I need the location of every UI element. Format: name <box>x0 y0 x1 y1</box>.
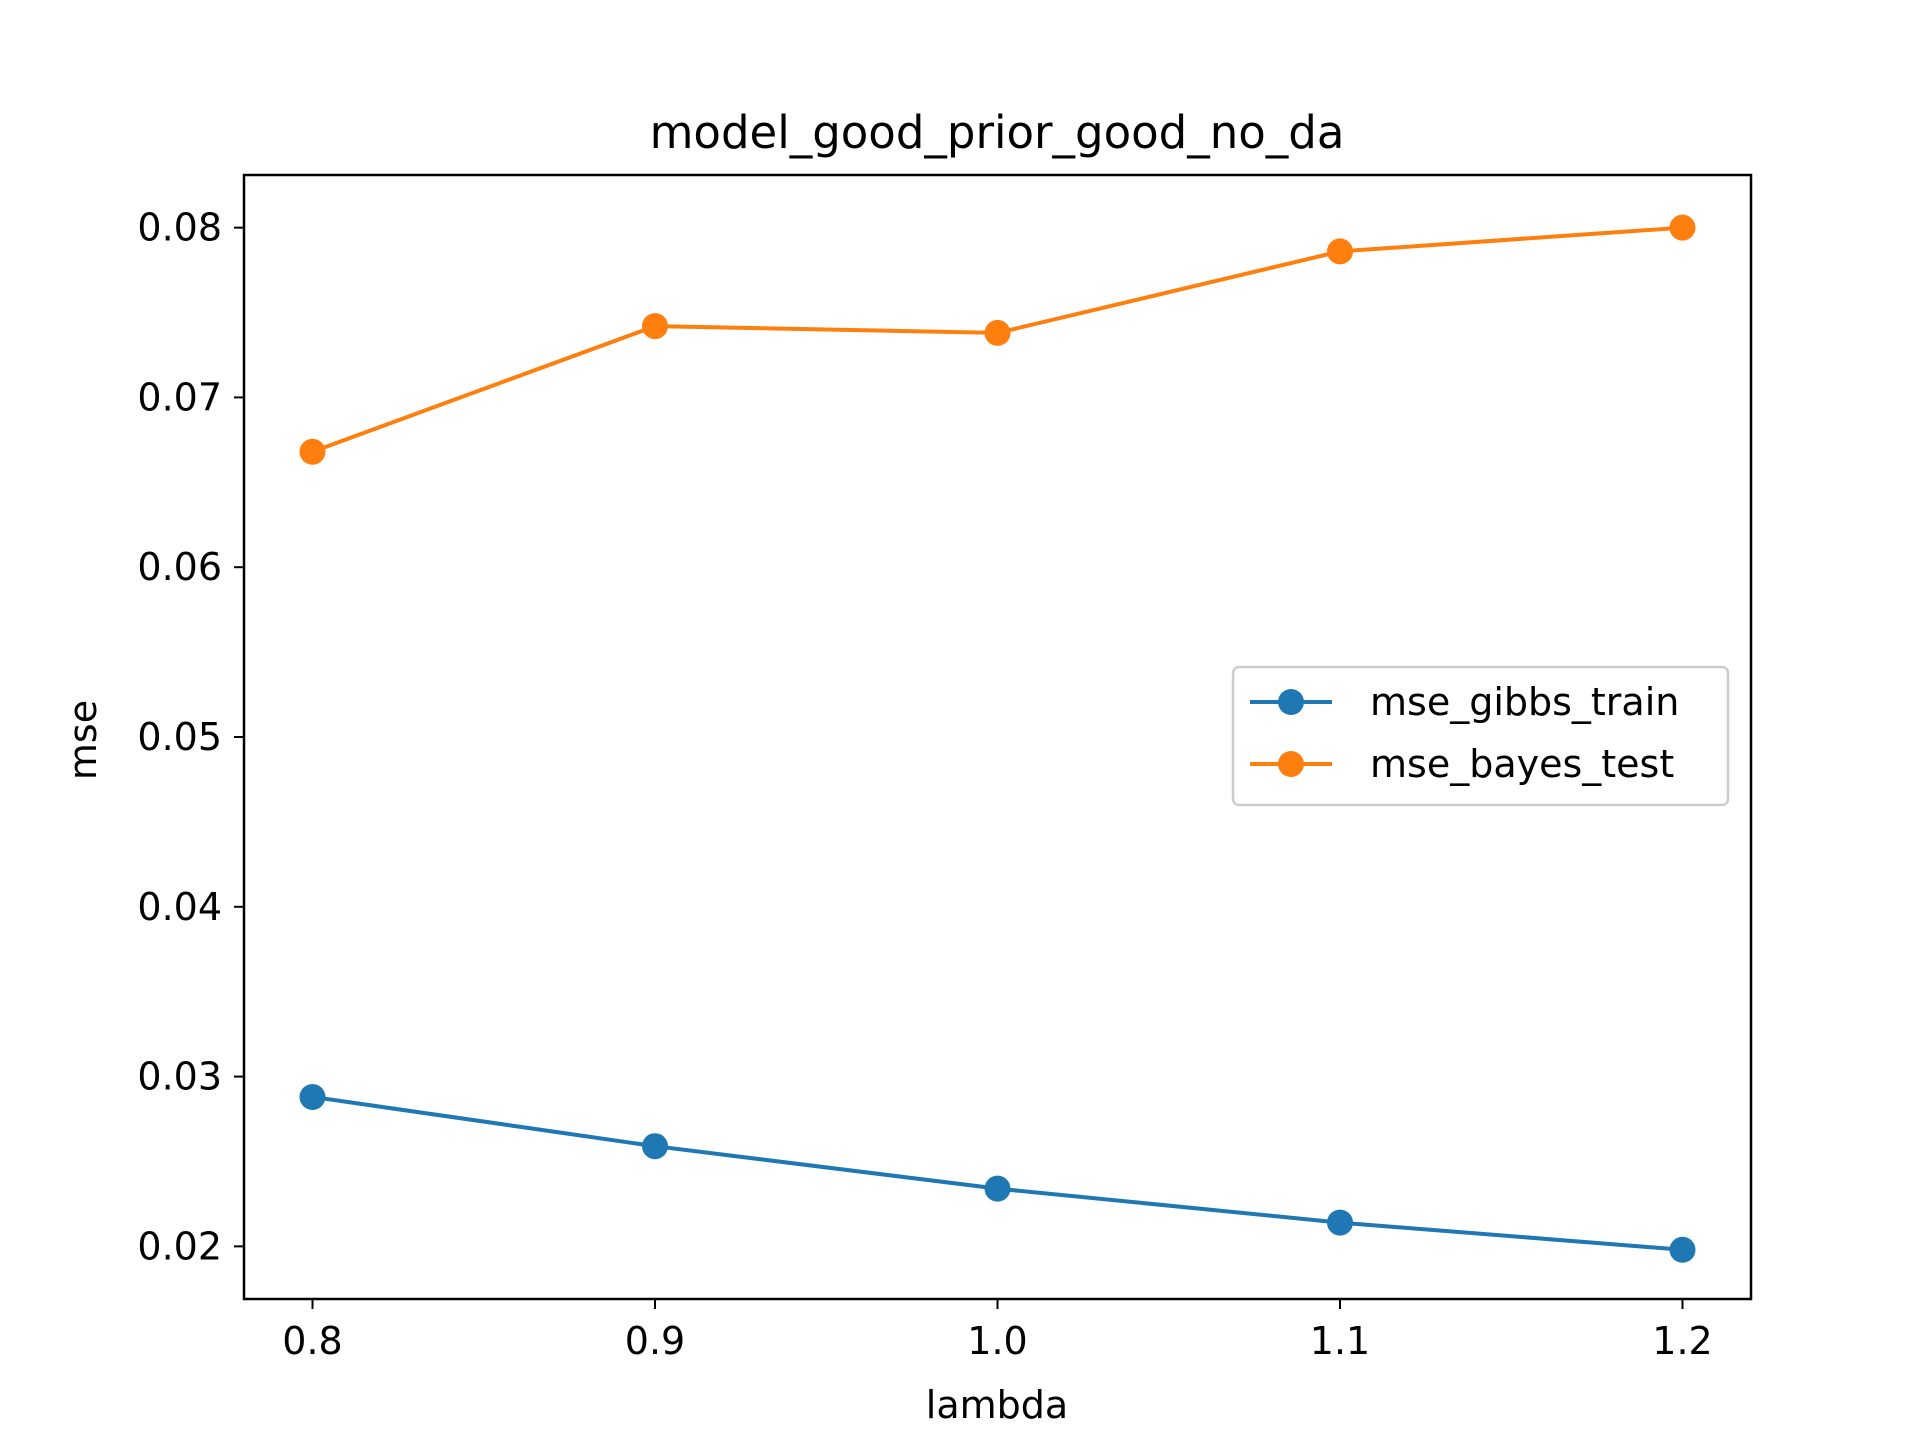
x-tick-label: 1.1 <box>1310 1319 1370 1363</box>
legend-label: mse_bayes_test <box>1370 742 1674 786</box>
legend-entry: mse_bayes_test <box>1250 742 1674 786</box>
legend-marker <box>1278 751 1304 777</box>
y-tick-label: 0.08 <box>137 206 222 250</box>
legend-box <box>1231 665 1730 807</box>
data-point <box>1669 1236 1696 1263</box>
y-axis-label: mse <box>61 700 105 780</box>
data-point <box>299 1083 326 1110</box>
x-tick-label: 0.9 <box>625 1319 685 1363</box>
chart-title: model_good_prior_good_no_da <box>650 106 1345 159</box>
y-tick-label: 0.06 <box>137 545 222 589</box>
y-tick-label: 0.03 <box>137 1055 222 1099</box>
series-mse_gibbs_train <box>299 1083 1696 1263</box>
series-mse_bayes_test <box>299 214 1696 465</box>
y-axis: 0.02 0.03 0.04 0.05 0.06 0.07 0.08 <box>137 206 244 1268</box>
y-tick-label: 0.02 <box>137 1224 222 1268</box>
data-point <box>984 1175 1011 1202</box>
x-axis: 0.8 0.9 1.0 1.1 1.2 <box>282 1299 1713 1363</box>
series-layer <box>299 214 1696 1263</box>
x-tick-label: 1.2 <box>1652 1319 1712 1363</box>
y-tick-label: 0.05 <box>137 715 222 759</box>
data-point <box>642 1133 668 1160</box>
data-point <box>1669 214 1696 241</box>
legend: mse_gibbs_train mse_bayes_test <box>1231 665 1730 807</box>
data-point <box>984 319 1011 346</box>
legend-label: mse_gibbs_train <box>1370 680 1679 724</box>
data-point <box>642 313 668 340</box>
x-tick-label: 0.8 <box>282 1319 342 1363</box>
data-point <box>1327 1209 1353 1236</box>
x-axis-label: lambda <box>926 1383 1068 1427</box>
y-tick-label: 0.04 <box>137 885 222 929</box>
y-tick-label: 0.07 <box>137 375 222 419</box>
legend-marker <box>1278 689 1304 715</box>
data-point <box>1327 238 1353 265</box>
x-tick-label: 1.0 <box>967 1319 1027 1363</box>
legend-entry: mse_gibbs_train <box>1250 680 1679 724</box>
data-point <box>299 438 326 465</box>
